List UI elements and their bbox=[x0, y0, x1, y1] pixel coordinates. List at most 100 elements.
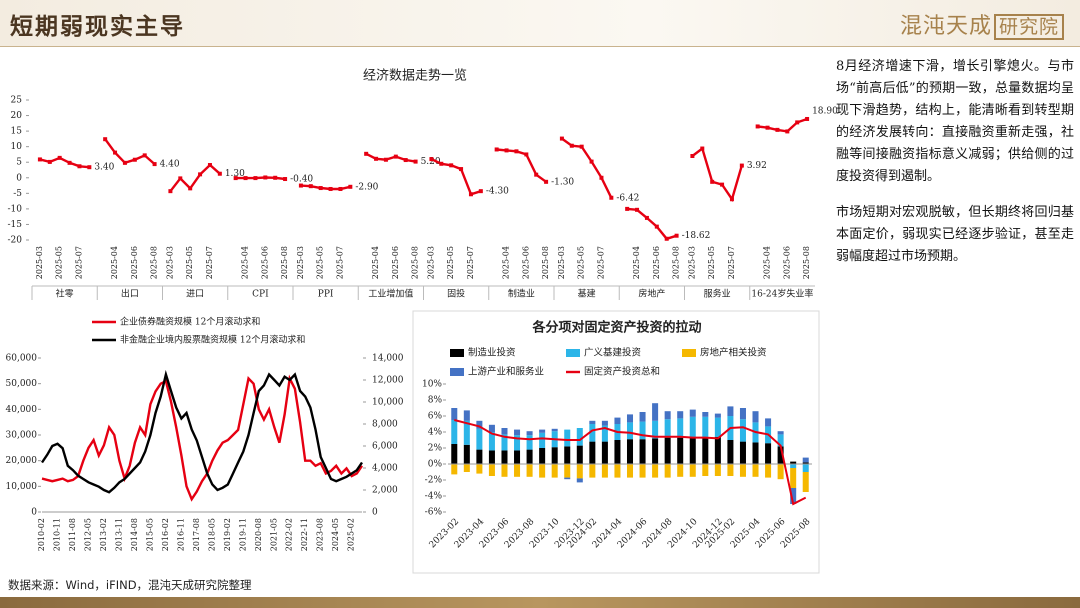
x-tick-label: 2012-05 bbox=[83, 518, 92, 551]
bar bbox=[652, 403, 659, 421]
x-tick-label: 2025-05 bbox=[185, 246, 194, 279]
y-tick-label: 40,000 bbox=[6, 405, 38, 415]
bar bbox=[501, 428, 508, 435]
data-point bbox=[168, 189, 173, 194]
bar bbox=[689, 409, 696, 417]
slide-title: 短期弱现实主导 bbox=[10, 14, 185, 40]
y2-tick-label: 4,000 bbox=[372, 464, 398, 474]
bar bbox=[526, 464, 533, 477]
bar bbox=[451, 464, 458, 475]
y-tick-label: 30,000 bbox=[6, 431, 38, 441]
data-point bbox=[393, 154, 398, 159]
x-tick-label: 2025-04 bbox=[110, 246, 119, 279]
data-point bbox=[599, 175, 604, 180]
bar bbox=[739, 464, 746, 477]
x-tick-label: 2025-04 bbox=[632, 246, 641, 279]
group-label: 工业增加值 bbox=[368, 288, 413, 300]
data-label: 1.30 bbox=[225, 169, 245, 179]
x-tick-label: 2021-05 bbox=[269, 518, 278, 551]
y-tick-label: -6% bbox=[425, 508, 443, 518]
bar bbox=[765, 418, 772, 427]
x-tick-label: 2025-04 bbox=[241, 246, 250, 279]
bar bbox=[652, 420, 659, 439]
data-point bbox=[364, 151, 369, 156]
data-point bbox=[57, 155, 62, 160]
logo: 混沌天成 研究院 bbox=[900, 8, 1064, 40]
bar bbox=[501, 464, 508, 477]
x-tick-label: 2018-05 bbox=[207, 518, 216, 551]
bar bbox=[664, 437, 671, 464]
data-point bbox=[559, 136, 564, 141]
paragraph: 市场短期对宏观脱敏，但长期终将回归基本面定价，弱现实已经逐步验证，甚至走弱幅度超… bbox=[836, 205, 1074, 264]
x-tick-label: 2025-07 bbox=[335, 246, 344, 279]
bar bbox=[564, 429, 571, 447]
data-line bbox=[561, 137, 613, 199]
data-point bbox=[207, 163, 212, 168]
x-tick-label: 2025-08 bbox=[802, 246, 811, 279]
data-line bbox=[104, 138, 156, 166]
bar bbox=[677, 464, 684, 477]
data-point bbox=[308, 184, 313, 189]
data-label: -0.40 bbox=[290, 175, 313, 185]
data-point bbox=[243, 176, 248, 181]
data-point bbox=[729, 197, 734, 202]
data-point bbox=[739, 163, 744, 168]
bar bbox=[739, 441, 746, 464]
data-label: -2.90 bbox=[355, 182, 378, 192]
data-point bbox=[775, 127, 780, 132]
bar bbox=[614, 417, 621, 424]
bar bbox=[714, 413, 721, 418]
group-label: 固投 bbox=[447, 288, 465, 300]
bar bbox=[739, 419, 746, 442]
x-tick-label: 2025-08 bbox=[150, 246, 159, 279]
bar bbox=[551, 428, 558, 432]
group-label: CPI bbox=[252, 290, 269, 300]
data-point bbox=[609, 195, 614, 200]
x-tick-label: 2025-03 bbox=[35, 246, 44, 279]
data-point bbox=[374, 156, 379, 161]
bar bbox=[727, 406, 734, 416]
x-tick-label: 2025-03 bbox=[296, 246, 305, 279]
bar bbox=[777, 464, 784, 480]
data-point bbox=[338, 186, 343, 191]
data-point bbox=[765, 125, 770, 130]
x-tick-label: 2025-07 bbox=[74, 246, 83, 279]
data-point bbox=[710, 179, 715, 184]
y-tick-label: 10 bbox=[11, 142, 23, 152]
bar bbox=[539, 448, 546, 464]
x-tick-label: 2019-11 bbox=[238, 518, 247, 551]
bar bbox=[702, 416, 709, 437]
bar bbox=[451, 408, 458, 420]
bar bbox=[564, 464, 571, 478]
bar bbox=[639, 421, 646, 440]
bar bbox=[802, 472, 809, 492]
data-line bbox=[627, 207, 677, 241]
bar bbox=[714, 436, 721, 464]
data-line bbox=[691, 146, 743, 202]
bar bbox=[514, 464, 521, 477]
bar bbox=[802, 462, 809, 464]
data-point bbox=[544, 179, 549, 184]
x-tick-label: 2022-02 bbox=[285, 518, 294, 551]
paragraph: 8月经济增速下滑，增长引擎熄火。与市场“前高后低”的预期一致，总量数据均呈现下滑… bbox=[836, 59, 1074, 184]
x-tick-label: 2025-05 bbox=[316, 246, 325, 279]
x-tick-label: 2023-08 bbox=[316, 518, 325, 551]
y2-tick-label: 2,000 bbox=[372, 486, 398, 496]
x-tick-label: 2025-03 bbox=[426, 246, 435, 279]
group-label: 基建 bbox=[578, 288, 596, 300]
bar bbox=[639, 412, 646, 422]
data-point bbox=[142, 153, 147, 158]
bar bbox=[677, 411, 684, 419]
data-point bbox=[459, 167, 464, 172]
group-label: 服务业 bbox=[704, 288, 731, 300]
footer-bar bbox=[0, 597, 1080, 608]
bar bbox=[514, 435, 521, 451]
legend-label: 非金融企业境内股票融资规模 12个月滚动求和 bbox=[120, 334, 305, 346]
bar bbox=[463, 420, 470, 445]
bar bbox=[539, 432, 546, 448]
bar bbox=[626, 414, 634, 423]
y-tick-label: -4% bbox=[425, 492, 443, 502]
bar bbox=[564, 446, 571, 464]
bar bbox=[664, 411, 671, 420]
logo-box: 研究院 bbox=[993, 14, 1064, 40]
